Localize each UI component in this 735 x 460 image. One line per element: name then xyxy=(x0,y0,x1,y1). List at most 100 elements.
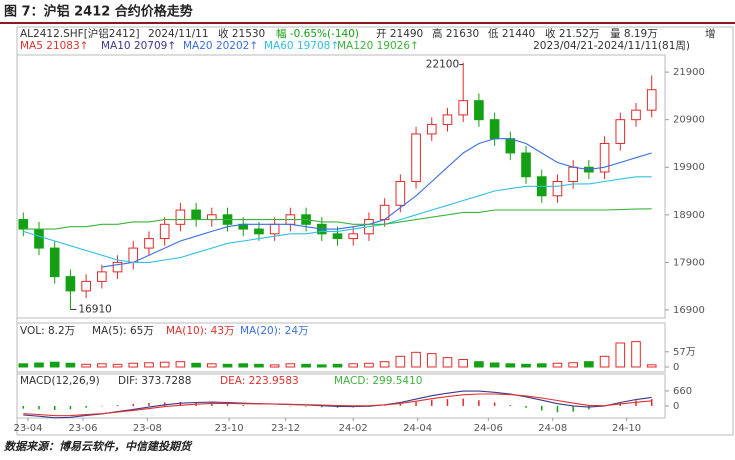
y-tick-label: 21900 xyxy=(673,67,705,78)
volume-bar xyxy=(599,355,610,368)
y-tick-label: 19900 xyxy=(673,162,705,173)
volume-bar xyxy=(505,363,516,368)
quote-item: 增 xyxy=(705,27,716,40)
y-tick-label: 0 xyxy=(673,401,679,412)
volume-bar xyxy=(646,364,657,368)
volume-bar xyxy=(316,364,327,368)
candle-body xyxy=(631,109,641,121)
macd-legend: DEA: 223.9583 xyxy=(220,375,299,387)
ma-line xyxy=(23,208,652,230)
volume-bar xyxy=(206,363,217,368)
candle-body xyxy=(128,247,139,263)
candle-body xyxy=(254,228,264,235)
volume-panel xyxy=(16,322,666,373)
quote-item: AL2412.SHF[沪铝2412] xyxy=(20,27,140,40)
candle-body xyxy=(646,89,657,111)
candle-body xyxy=(599,142,610,173)
ma-legend: MA10 20709↑ xyxy=(101,40,176,52)
candle-body xyxy=(175,209,186,225)
volume-bar xyxy=(442,357,453,368)
candle-body xyxy=(97,271,107,282)
quote-item: 量 8.19万 xyxy=(610,28,658,40)
candle-body xyxy=(411,133,421,183)
macd-legend: MACD: 299.5410 xyxy=(334,375,422,387)
ma-line xyxy=(101,138,652,268)
x-tick-label: 23-12 xyxy=(271,423,300,434)
volume-bar xyxy=(269,364,280,368)
volume-bar xyxy=(489,362,500,368)
ma-legend: MA5 21083↑ xyxy=(20,40,88,52)
volume-bar xyxy=(411,351,421,368)
x-tick-label: 23-08 xyxy=(133,423,162,434)
volume-bar xyxy=(348,363,359,368)
volume-bar xyxy=(631,341,641,368)
candle-body xyxy=(426,123,437,135)
candle-body xyxy=(474,100,484,121)
y-tick-label: 20900 xyxy=(673,115,705,126)
candle-body xyxy=(34,228,44,249)
x-tick-label: 24-04 xyxy=(403,423,432,434)
price-panel xyxy=(16,54,666,319)
ma-line xyxy=(23,176,652,263)
x-tick-label: 23-06 xyxy=(68,423,97,434)
candle-body xyxy=(395,181,406,206)
volume-legend: MA(20): 24万 xyxy=(240,325,309,337)
volume-bar xyxy=(426,353,437,368)
y-tick-label: 660 xyxy=(673,386,692,397)
candle-body xyxy=(505,138,516,154)
volume-legend: MA(5): 65万 xyxy=(92,325,154,337)
volume-bar xyxy=(18,363,29,368)
volume-bar xyxy=(568,362,578,368)
volume-bar xyxy=(395,355,406,368)
ma-legend: MA120 19026↑ xyxy=(337,40,419,52)
macd-legend: DIF: 373.7288 xyxy=(118,375,191,387)
volume-bar xyxy=(175,361,186,368)
volume-bar xyxy=(584,361,594,368)
quote-item: 开 21490 xyxy=(376,28,423,40)
volume-bar xyxy=(301,363,311,368)
macd-legend: MACD(12,26,9) xyxy=(20,375,100,387)
candle-body xyxy=(458,100,469,116)
x-tick-label: 24-08 xyxy=(538,423,567,434)
dif-line xyxy=(23,390,652,419)
y-tick-label: 16900 xyxy=(673,305,705,316)
volume-bar xyxy=(159,361,170,368)
x-tick-label: 23-04 xyxy=(13,423,42,434)
candle-body xyxy=(81,280,91,292)
quote-item: 幅 -0.65%(-140) xyxy=(276,27,359,40)
candle-body xyxy=(112,261,123,273)
volume-bar xyxy=(191,362,201,368)
volume-legend: MA(10): 43万 xyxy=(166,325,235,337)
quote-item: 2024/11/11 xyxy=(148,28,209,40)
volume-bar xyxy=(615,342,626,368)
volume-bar xyxy=(552,362,563,368)
volume-bar xyxy=(222,363,233,368)
volume-bar xyxy=(34,362,44,368)
volume-bar xyxy=(379,361,390,368)
volume-bar xyxy=(364,362,374,368)
volume-legend: VOL: 8.2万 xyxy=(20,325,75,337)
volume-bar xyxy=(49,361,60,368)
volume-bar xyxy=(238,363,249,368)
candle-body xyxy=(18,219,29,230)
volume-bar xyxy=(474,361,484,368)
x-tick-label: 24-10 xyxy=(612,423,641,434)
y-tick-label: 0 xyxy=(673,362,679,373)
candle-body xyxy=(65,276,76,292)
y-tick-label: 17900 xyxy=(673,257,705,268)
low-annotation: 16910 xyxy=(78,303,111,315)
volume-bar xyxy=(521,363,531,368)
x-tick-label: 24-02 xyxy=(339,423,368,434)
quote-item: 收 21.52万 xyxy=(545,27,599,40)
source-note: 数据来源：博易云软件，中信建投期货 xyxy=(4,440,193,453)
volume-bar xyxy=(458,359,469,368)
candle-body xyxy=(489,119,500,140)
quote-item: 高 21630 xyxy=(432,27,479,40)
macd-panel xyxy=(16,373,666,419)
candle-body xyxy=(521,152,531,178)
x-tick-label: 23-10 xyxy=(215,423,244,434)
candle-body xyxy=(191,209,201,221)
high-annotation: 22100 xyxy=(426,59,459,71)
y-tick-label: 57万 xyxy=(673,347,696,358)
